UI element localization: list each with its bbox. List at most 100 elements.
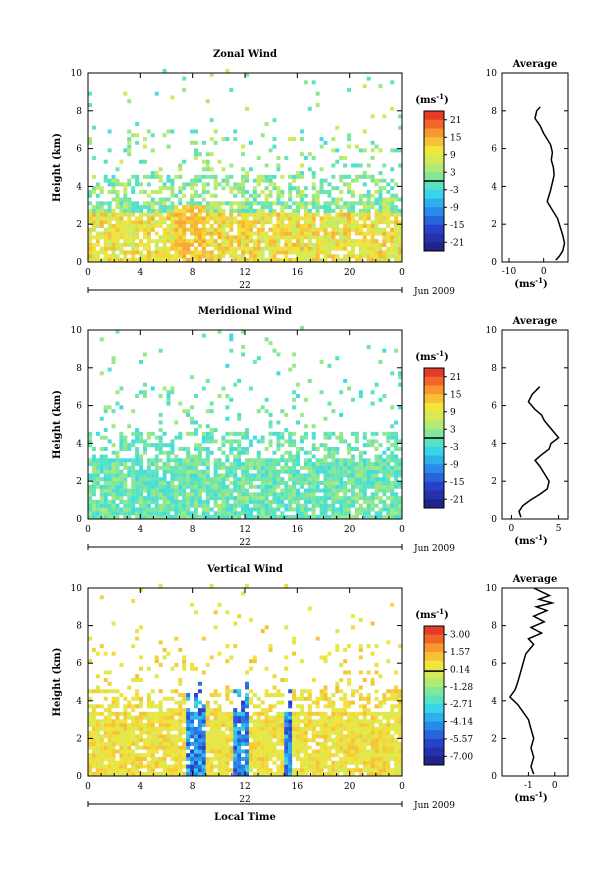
heatmap-cell — [354, 163, 359, 168]
heatmap-cell — [241, 208, 246, 213]
heatmap-cell — [347, 715, 352, 720]
profile-line — [518, 386, 560, 518]
heatmap-cell — [135, 220, 140, 225]
heatmap-cell — [335, 507, 340, 512]
heatmap-cell — [323, 738, 328, 743]
heatmap-cell — [229, 208, 234, 213]
heatmap-cell — [272, 231, 277, 236]
heatmap-cell — [252, 723, 257, 728]
heatmap-cell — [378, 397, 383, 402]
heatmap-cell — [292, 397, 297, 402]
heatmap-cell — [284, 772, 289, 776]
heatmap-cell — [146, 764, 151, 769]
heatmap-cell — [350, 753, 355, 758]
heatmap-cell — [186, 201, 191, 206]
heatmap-cell — [394, 723, 399, 728]
heatmap-cell — [186, 208, 191, 213]
heatmap-cell — [303, 689, 308, 694]
heatmap-cell — [390, 696, 395, 701]
heatmap-cell — [299, 760, 304, 765]
heatmap-cell — [154, 212, 159, 217]
heatmap-cell — [209, 734, 214, 739]
colorbar-segment — [424, 128, 444, 138]
heatmap-cell — [237, 492, 242, 497]
heatmap-cell — [343, 511, 348, 516]
heatmap-cell — [146, 216, 151, 221]
heatmap-cell — [119, 227, 124, 232]
heatmap-cell — [335, 689, 340, 694]
heatmap-cell — [139, 760, 144, 765]
heatmap-cell — [123, 189, 128, 194]
heatmap-cell — [319, 469, 324, 474]
heatmap-cell — [366, 753, 371, 758]
heatmap-cell — [139, 678, 144, 682]
heatmap-cell — [276, 689, 281, 694]
heatmap-cell — [170, 205, 175, 210]
heatmap-cell — [233, 511, 238, 516]
heatmap-cell — [252, 360, 257, 365]
heatmap-cell — [154, 220, 159, 225]
heatmap-cell — [142, 499, 147, 504]
heatmap-cell — [366, 711, 371, 716]
heatmap-cell — [178, 201, 183, 206]
heatmap-cell — [296, 711, 301, 716]
heatmap-cell — [88, 216, 92, 221]
heatmap-cell — [366, 197, 371, 202]
heatmap-cell — [123, 197, 128, 202]
heatmap-cell — [146, 738, 151, 743]
heatmap-cell — [366, 208, 371, 213]
heatmap-cell — [386, 458, 391, 463]
heatmap-cell — [186, 753, 191, 758]
heatmap-cell — [88, 258, 92, 262]
heatmap-cell — [217, 465, 222, 470]
heatmap-cell — [347, 741, 352, 746]
heatmap-cell — [268, 250, 273, 255]
y-tick-label: 8 — [76, 622, 82, 632]
heatmap-cell — [288, 197, 293, 202]
heatmap-cell — [390, 246, 395, 251]
heatmap-cell — [358, 163, 363, 168]
heatmap-cell — [193, 711, 198, 716]
heatmap-cell — [150, 484, 155, 489]
heatmap-cell — [119, 723, 124, 728]
heatmap-cell — [327, 704, 332, 709]
heatmap-cell — [303, 715, 308, 720]
heatmap-cell — [233, 208, 238, 213]
heatmap-cell — [272, 726, 277, 731]
heatmap-cell — [162, 462, 167, 467]
heatmap-cell — [307, 216, 312, 221]
heatmap-cell — [146, 734, 151, 739]
heatmap-cell — [197, 723, 202, 728]
heatmap-cell — [394, 242, 399, 247]
heatmap-cell — [347, 462, 352, 467]
heatmap-cell — [350, 469, 355, 474]
heatmap-cell — [354, 480, 359, 485]
heatmap-cell — [311, 768, 316, 773]
heatmap-cell — [264, 741, 269, 746]
heatmap-cell — [390, 738, 395, 743]
heatmap-cell — [193, 760, 198, 765]
heatmap-cell — [256, 174, 261, 179]
heatmap-cell — [319, 242, 324, 247]
heatmap-cell — [182, 726, 187, 731]
heatmap-cell — [178, 254, 183, 259]
heatmap-cell — [221, 235, 226, 240]
heatmap-cell — [362, 753, 367, 758]
heatmap-cell — [256, 749, 261, 754]
heatmap-cell — [229, 333, 234, 338]
heatmap-cell — [374, 231, 379, 236]
heatmap-cell — [115, 212, 120, 217]
heatmap-cell — [339, 511, 344, 516]
heatmap-cell — [142, 741, 147, 746]
heatmap-cell — [182, 235, 187, 240]
heatmap-cell — [335, 484, 340, 489]
heatmap-cell — [186, 182, 191, 187]
heatmap-cell — [182, 700, 187, 705]
heatmap-cell — [150, 473, 155, 478]
heatmap-cell — [139, 254, 144, 259]
heatmap-cell — [229, 446, 234, 451]
heatmap-cell — [158, 443, 163, 448]
heatmap-cell — [91, 745, 96, 750]
heatmap-cell — [315, 473, 320, 478]
heatmap-cell — [319, 462, 324, 467]
